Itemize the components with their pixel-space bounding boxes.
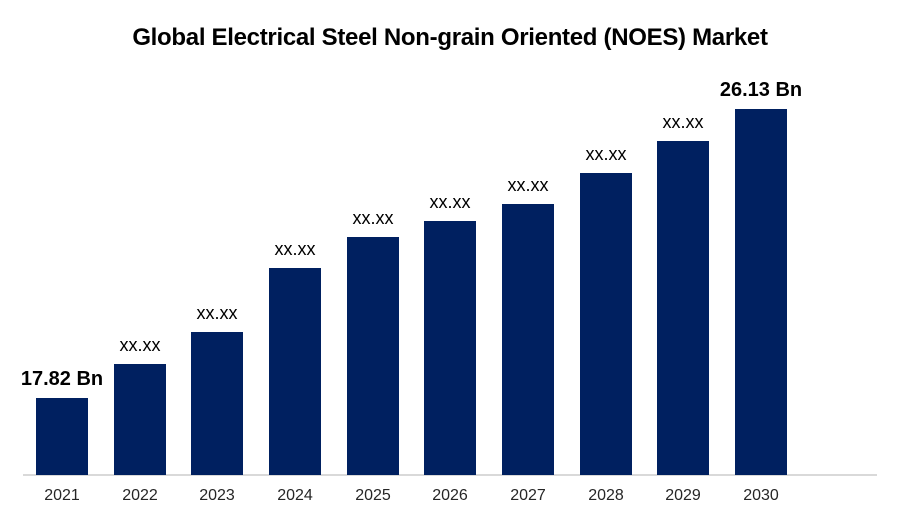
bar-group-2024: xx.xx 2024	[269, 0, 321, 504]
bar-group-2023: xx.xx 2023	[191, 0, 243, 504]
bar-group-2021: 17.82 Bn 2021	[21, 0, 103, 504]
bar-2030	[735, 109, 787, 475]
value-label-2024: xx.xx	[274, 239, 316, 260]
bar-2022	[114, 364, 166, 475]
x-tick-label-2024: 2024	[277, 487, 313, 504]
value-label-2026: xx.xx	[429, 192, 471, 213]
bar-2029	[657, 141, 709, 475]
value-label-2030: 26.13 Bn	[719, 79, 803, 101]
x-tick-label-2027: 2027	[510, 487, 546, 504]
value-label-2029: xx.xx	[662, 112, 704, 133]
bar-group-2026: xx.xx 2026	[424, 0, 476, 504]
x-tick-label-2029: 2029	[665, 487, 701, 504]
x-tick-label-2022: 2022	[122, 487, 158, 504]
bar-group-2029: xx.xx 2029	[657, 0, 709, 504]
bar-2024	[269, 268, 321, 475]
value-label-2028: xx.xx	[585, 144, 627, 165]
value-label-2023: xx.xx	[196, 303, 238, 324]
value-label-2022: xx.xx	[119, 335, 161, 356]
value-label-2027: xx.xx	[507, 175, 549, 196]
bar-2027	[502, 204, 554, 475]
x-tick-label-2026: 2026	[432, 487, 468, 504]
value-label-2021: 17.82 Bn	[20, 368, 104, 390]
bar-2025	[347, 237, 399, 475]
x-tick-label-2021: 2021	[44, 487, 80, 504]
bar-group-2027: xx.xx 2027	[502, 0, 554, 504]
bar-2028	[580, 173, 632, 475]
x-tick-label-2028: 2028	[588, 487, 624, 504]
bar-2021	[36, 398, 88, 475]
bar-group-2025: xx.xx 2025	[347, 0, 399, 504]
bar-group-2022: xx.xx 2022	[114, 0, 166, 504]
x-tick-label-2023: 2023	[199, 487, 235, 504]
bar-group-2028: xx.xx 2028	[580, 0, 632, 504]
bar-group-2030: 26.13 Bn 2030	[720, 0, 802, 504]
x-tick-label-2025: 2025	[355, 487, 391, 504]
x-tick-label-2030: 2030	[743, 487, 779, 504]
bar-2023	[191, 332, 243, 475]
value-label-2025: xx.xx	[352, 208, 394, 229]
chart-title: Global Electrical Steel Non-grain Orient…	[132, 24, 768, 51]
x-axis-line	[23, 474, 877, 476]
bar-2026	[424, 221, 476, 475]
